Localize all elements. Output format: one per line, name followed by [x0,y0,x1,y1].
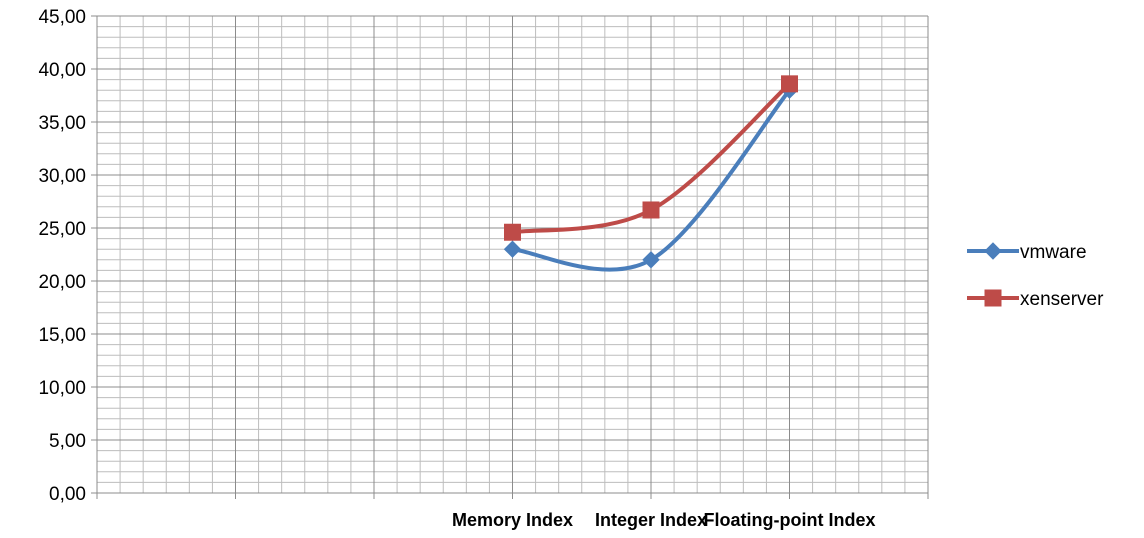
legend-label-vmware: vmware [1020,242,1087,263]
legend-marker-xenserver [984,289,1002,307]
x-tick-label: Floating-point Index [704,510,876,530]
series-markers [503,75,799,269]
legend: vmware xenserver [967,242,1104,310]
y-tick-labels: 0,00 5,00 10,00 15,00 20,00 25,00 30,00 35,00 40… [38,7,86,505]
y-tick-label: 10,00 [38,378,86,399]
y-tick-label: 0,00 [49,484,86,505]
data-point-xenserver [781,75,798,93]
x-tick-label: Memory Index [452,510,573,530]
x-tick-labels: Memory Index Integer IndexFloating-point … [452,510,876,530]
data-point-vmware [503,240,522,258]
y-tick-label: 35,00 [38,113,86,134]
legend-marker-vmware [984,242,1002,260]
data-point-vmware [642,251,660,269]
legend-label-xenserver: xenserver [1020,289,1104,310]
y-tick-label: 5,00 [49,431,86,452]
y-tick-label: 15,00 [38,325,86,346]
data-point-xenserver [642,201,660,219]
y-tick-label: 25,00 [38,219,86,240]
y-tick-label: 20,00 [38,272,86,293]
axes [91,15,929,499]
y-tick-label: 45,00 [38,7,86,28]
y-tick-label: 30,00 [38,166,86,187]
x-tick-label: Integer Index [595,510,707,530]
y-tick-label: 40,00 [38,60,86,81]
data-point-xenserver [504,223,521,241]
